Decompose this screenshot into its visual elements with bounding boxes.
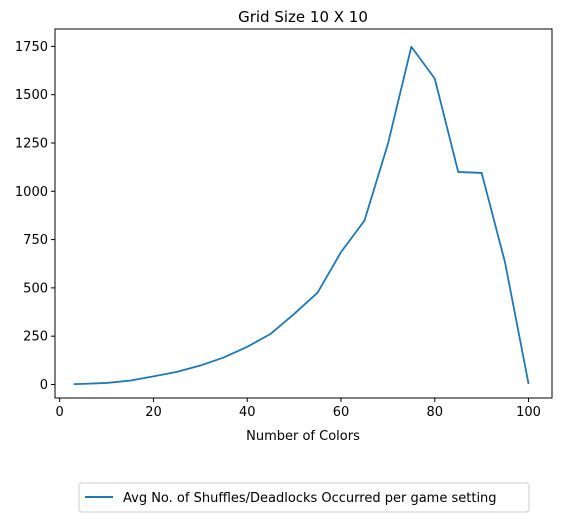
y-tick-label: 1000	[15, 185, 48, 200]
plot-area-frame	[54, 28, 553, 399]
legend: Avg No. of Shuffles/Deadlocks Occurred p…	[78, 482, 530, 513]
x-tick-label: 80	[427, 405, 444, 420]
x-tick-label: 20	[145, 405, 162, 420]
series-line-0	[73, 45, 530, 385]
y-tick-label: 1500	[15, 88, 48, 103]
x-tick-label: 100	[516, 405, 541, 420]
x-tick-label: 0	[56, 405, 64, 420]
series-layer	[73, 45, 530, 385]
y-tick-label: 750	[23, 233, 48, 248]
x-tick-label: 60	[333, 405, 350, 420]
legend-frame	[78, 482, 530, 513]
x-tick-label: 40	[239, 405, 256, 420]
y-tick-label: 500	[23, 281, 48, 296]
x-axis-label: Number of Colors	[246, 429, 360, 444]
legend-entry-label: Avg No. of Shuffles/Deadlocks Occurred p…	[123, 491, 497, 506]
y-tick-label: 1750	[15, 40, 48, 55]
y-tick-label: 1250	[15, 136, 48, 151]
chart-title: Grid Size 10 X 10	[238, 8, 368, 26]
y-tick-label: 0	[40, 378, 48, 393]
y-tick-label: 250	[23, 330, 48, 345]
